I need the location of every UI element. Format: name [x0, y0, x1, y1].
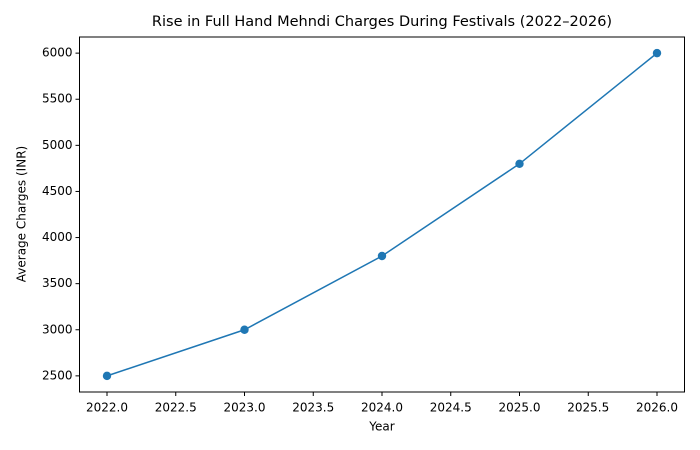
- point: [377, 251, 387, 261]
- point: [102, 371, 112, 381]
- point: [652, 48, 662, 58]
- y-tick-label: 4000: [42, 230, 73, 244]
- y-tick-label: 5500: [42, 92, 73, 106]
- x-tick-label: 2025.0: [499, 401, 541, 415]
- x-tick-label: 2024.0: [361, 401, 403, 415]
- x-tick-label: 2025.5: [567, 401, 609, 415]
- y-tick-label: 2500: [42, 368, 73, 382]
- y-tick-label: 3500: [42, 276, 73, 290]
- x-axis-label: Year: [368, 420, 394, 434]
- y-tick-label: 4500: [42, 184, 73, 198]
- x-tick-label: 2022.5: [155, 401, 197, 415]
- x-tick-label: 2023.5: [292, 401, 334, 415]
- y-tick-label: 3000: [42, 322, 73, 336]
- y-tick-label: 6000: [42, 46, 73, 60]
- point: [515, 159, 524, 168]
- line: [106, 52, 658, 377]
- point: [240, 325, 249, 334]
- y-tick-label: 5000: [42, 138, 73, 152]
- x-tick-label: 2026.0: [636, 401, 678, 415]
- x-tick-label: 2022.0: [86, 401, 128, 415]
- x-tick-label: 2023.0: [224, 401, 266, 415]
- x-tick-label: 2024.5: [430, 401, 472, 415]
- chart-title: Rise in Full Hand Mehndi Charges During …: [152, 14, 612, 30]
- plot-frame: [79, 36, 685, 393]
- y-axis-label: Average Charges (INR): [15, 146, 29, 282]
